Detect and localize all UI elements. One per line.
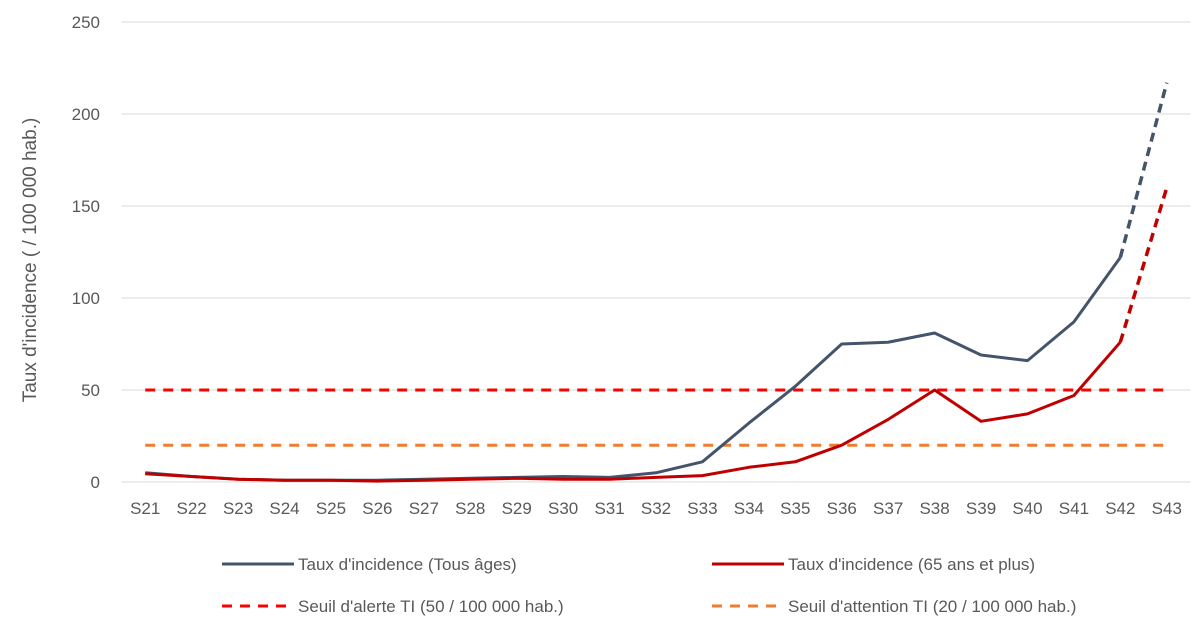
series-projection-1	[1118, 187, 1169, 343]
x-tick-label: S33	[687, 499, 717, 518]
legend-label-3: Seuil d'attention TI (20 / 100 000 hab.)	[788, 597, 1076, 616]
y-tick-label: 150	[72, 197, 100, 216]
x-tick-label: S39	[966, 499, 996, 518]
gridlines	[122, 21, 1190, 483]
y-axis-ticks: 0 50 100 150 200 250	[72, 13, 100, 492]
x-tick-label: S36	[827, 499, 857, 518]
x-tick-label: S22	[177, 499, 207, 518]
legend-label-2: Seuil d'alerte TI (50 / 100 000 hab.)	[298, 597, 564, 616]
legend: Taux d'incidence (Tous âges) Taux d'incid…	[222, 555, 1076, 616]
y-tick-label: 50	[81, 381, 100, 400]
y-tick-label: 250	[72, 13, 100, 32]
x-tick-label: S35	[780, 499, 810, 518]
x-tick-label: S41	[1059, 499, 1089, 518]
x-tick-label: S42	[1105, 499, 1135, 518]
y-tick-label: 200	[72, 105, 100, 124]
x-tick-label: S23	[223, 499, 253, 518]
x-tick-label: S34	[734, 499, 764, 518]
y-tick-label: 100	[72, 289, 100, 308]
x-tick-label: S43	[1152, 499, 1182, 518]
x-tick-label: S40	[1012, 499, 1042, 518]
series-lines	[145, 82, 1169, 483]
x-tick-label: S28	[455, 499, 485, 518]
series-line-0	[145, 256, 1122, 482]
x-tick-label: S25	[316, 499, 346, 518]
series-projection-0	[1118, 82, 1169, 258]
x-tick-label: S38	[919, 499, 949, 518]
x-tick-label: S29	[502, 499, 532, 518]
y-tick-label: 0	[91, 473, 100, 492]
x-tick-label: S32	[641, 499, 671, 518]
x-axis-ticks: S21 S22 S23 S24 S25 S26 S27 S28 S29 S30 S31 S32 S33 S…	[130, 499, 1182, 518]
series-line-1	[145, 341, 1122, 483]
x-tick-label: S21	[130, 499, 160, 518]
x-tick-label: S31	[594, 499, 624, 518]
legend-label-1: Taux d'incidence (65 ans et plus)	[788, 555, 1035, 574]
x-tick-label: S30	[548, 499, 578, 518]
legend-label-0: Taux d'incidence (Tous âges)	[298, 555, 517, 574]
x-tick-label: S27	[409, 499, 439, 518]
x-tick-label: S37	[873, 499, 903, 518]
x-tick-label: S26	[362, 499, 392, 518]
y-axis-title: Taux d'incidence ( / 100 000 hab.)	[20, 118, 41, 403]
x-tick-label: S24	[269, 499, 299, 518]
